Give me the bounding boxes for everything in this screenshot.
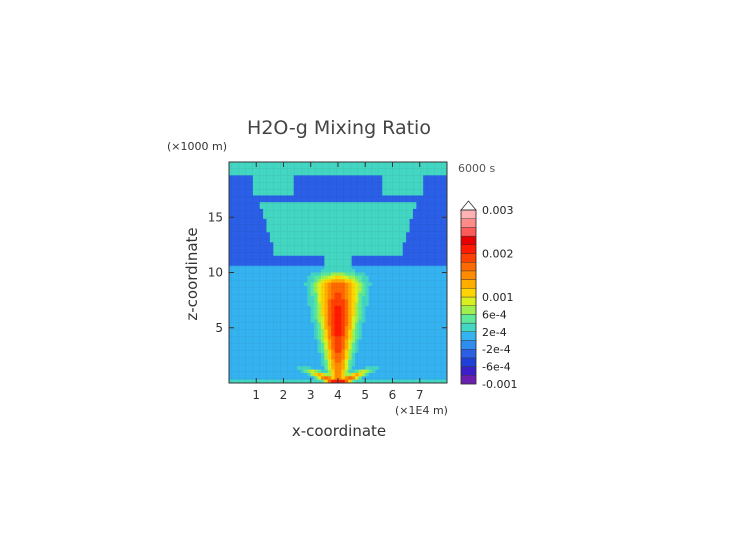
colorbar-swatch (460, 279, 477, 289)
y-tick-label: 15 (208, 210, 223, 224)
colorbar-swatch (460, 262, 477, 272)
colorbar-swatch (460, 375, 477, 385)
colorbar-swatch (460, 305, 477, 315)
x-scale-label: (×1E4 m) (395, 404, 448, 417)
colorbar-swatch (460, 366, 477, 376)
colorbar-swatch (460, 340, 477, 350)
time-label: 6000 s (458, 162, 495, 175)
colorbar: 0.003 0.002 0.001 6e-4 2e-4 -2e-4 -6e-4 -0.001 (460, 200, 517, 391)
colorbar-tick-label: 0.001 (482, 291, 514, 304)
x-tick-label: 4 (334, 388, 342, 402)
colorbar-swatch (460, 331, 477, 341)
colorbar-swatch (460, 227, 477, 237)
colorbar-swatch (460, 209, 477, 219)
y-scale-label: (×1000 m) (167, 140, 227, 153)
x-tick-label: 3 (307, 388, 315, 402)
x-tick-label: 6 (389, 388, 397, 402)
x-tick-label: 5 (361, 388, 369, 402)
x-tick-label: 7 (416, 388, 424, 402)
chart-title: H2O-g Mixing Ratio (247, 117, 431, 139)
colorbar-swatch (460, 218, 477, 228)
x-axis-label: x-coordinate (292, 422, 386, 440)
colorbar-tick-label: 0.002 (482, 248, 514, 261)
x-tick-label: 1 (252, 388, 260, 402)
colorbar-swatch (460, 314, 477, 324)
y-axis-label: z-coordinate (183, 227, 201, 320)
colorbar-swatch (460, 322, 477, 333)
y-tick-label: 5 (215, 321, 223, 335)
colorbar-tick-label: -2e-4 (482, 343, 511, 356)
colorbar-swatch (460, 288, 477, 298)
colorbar-frame (460, 209, 477, 385)
axes: 1 2 3 4 5 6 7 5 10 15 (208, 162, 447, 402)
x-tick-label: 2 (280, 388, 288, 402)
colorbar-swatch (460, 270, 477, 280)
colorbar-tick-label: 2e-4 (482, 326, 507, 339)
colorbar-swatch (460, 244, 477, 254)
colorbar-tick-label: 0.003 (482, 204, 514, 217)
colorbar-tick-label: -6e-4 (482, 361, 511, 374)
colorbar-swatch (460, 235, 477, 246)
colorbar-tick-label: -0.001 (482, 378, 517, 391)
y-tick-label: 10 (208, 266, 223, 280)
colorbar-swatch (460, 357, 477, 367)
colorbar-extend-arrow (460, 200, 477, 211)
colorbar-swatch (460, 253, 477, 263)
grid-overlay (229, 162, 447, 383)
colorbar-swatch (460, 349, 477, 359)
colorbar-tick-label: 6e-4 (482, 308, 507, 321)
colorbar-swatch (460, 296, 477, 306)
